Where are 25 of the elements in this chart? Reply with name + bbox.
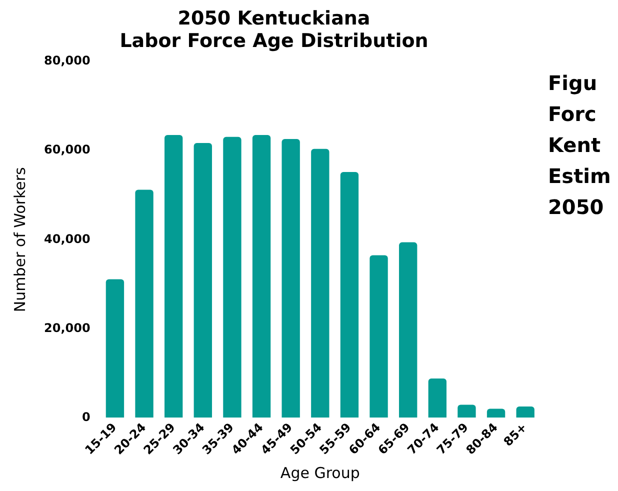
bar [106, 279, 124, 418]
bar [428, 378, 446, 418]
bar [311, 148, 330, 418]
bar [223, 136, 242, 418]
bar [194, 143, 212, 418]
x-axis-title: Age Group [280, 464, 360, 482]
bar [486, 408, 506, 418]
y-tick-label: 0 [82, 410, 90, 424]
bar [282, 139, 300, 418]
bar [164, 135, 183, 418]
bar [458, 404, 476, 418]
y-tick-label: 40,000 [44, 232, 90, 246]
y-axis-title: Number of Workers [10, 167, 29, 312]
bar [252, 135, 271, 418]
bar [370, 255, 388, 418]
chart-title: 2050 Kentuckiana Labor Force Age Distribution [120, 7, 428, 52]
y-tick-label: 20,000 [44, 320, 90, 335]
bar [516, 406, 534, 418]
bar [399, 242, 418, 418]
x-tick-label: 85+ [500, 420, 530, 450]
bar [340, 172, 359, 418]
text: Figu Forc Kent Estim 2050 [548, 71, 611, 220]
y-tick-label: 60,000 [44, 142, 90, 157]
bar [135, 190, 154, 418]
y-tick-label: 80,000 [44, 54, 90, 68]
